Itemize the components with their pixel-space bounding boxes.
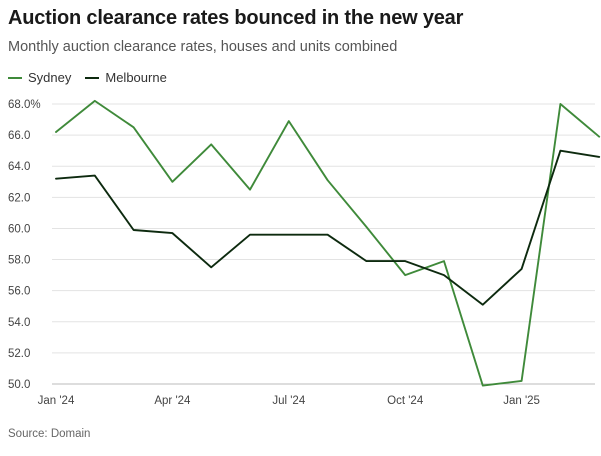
y-tick-label: 50.0 <box>8 379 30 391</box>
y-tick-label: 56.0 <box>8 286 30 298</box>
legend-swatch-sydney <box>8 76 22 79</box>
legend-label-sydney: Sydney <box>28 70 72 85</box>
legend-item-melbourne: Melbourne <box>85 70 167 85</box>
y-tick-label: 68.0% <box>8 99 41 111</box>
legend-label-melbourne: Melbourne <box>105 70 167 85</box>
y-tick-label: 52.0 <box>8 348 30 360</box>
x-tick-label: Apr '24 <box>154 395 191 407</box>
legend: Sydney Melbourne <box>8 70 167 85</box>
legend-item-sydney: Sydney <box>8 70 71 85</box>
series-line-melbourne <box>55 149 601 306</box>
x-tick-label: Oct '24 <box>387 395 424 407</box>
chart-subtitle: Monthly auction clearance rates, houses … <box>8 39 398 55</box>
y-tick-label: 66.0 <box>8 130 30 142</box>
chart-title: Auction clearance rates bounced in the n… <box>8 7 464 29</box>
x-tick-label: Jan '25 <box>503 395 540 407</box>
x-tick-label: Jan '24 <box>38 395 75 407</box>
y-tick-label: 54.0 <box>8 317 30 329</box>
source-note: Source: Domain <box>8 428 91 440</box>
series-line-sydney <box>55 99 601 387</box>
y-tick-label: 64.0 <box>8 161 30 173</box>
y-tick-label: 62.0 <box>8 192 30 204</box>
legend-swatch-melbourne <box>85 76 100 79</box>
x-tick-label: Jul '24 <box>272 395 305 407</box>
y-tick-label: 60.0 <box>8 223 30 235</box>
y-tick-label: 58.0 <box>8 255 30 267</box>
